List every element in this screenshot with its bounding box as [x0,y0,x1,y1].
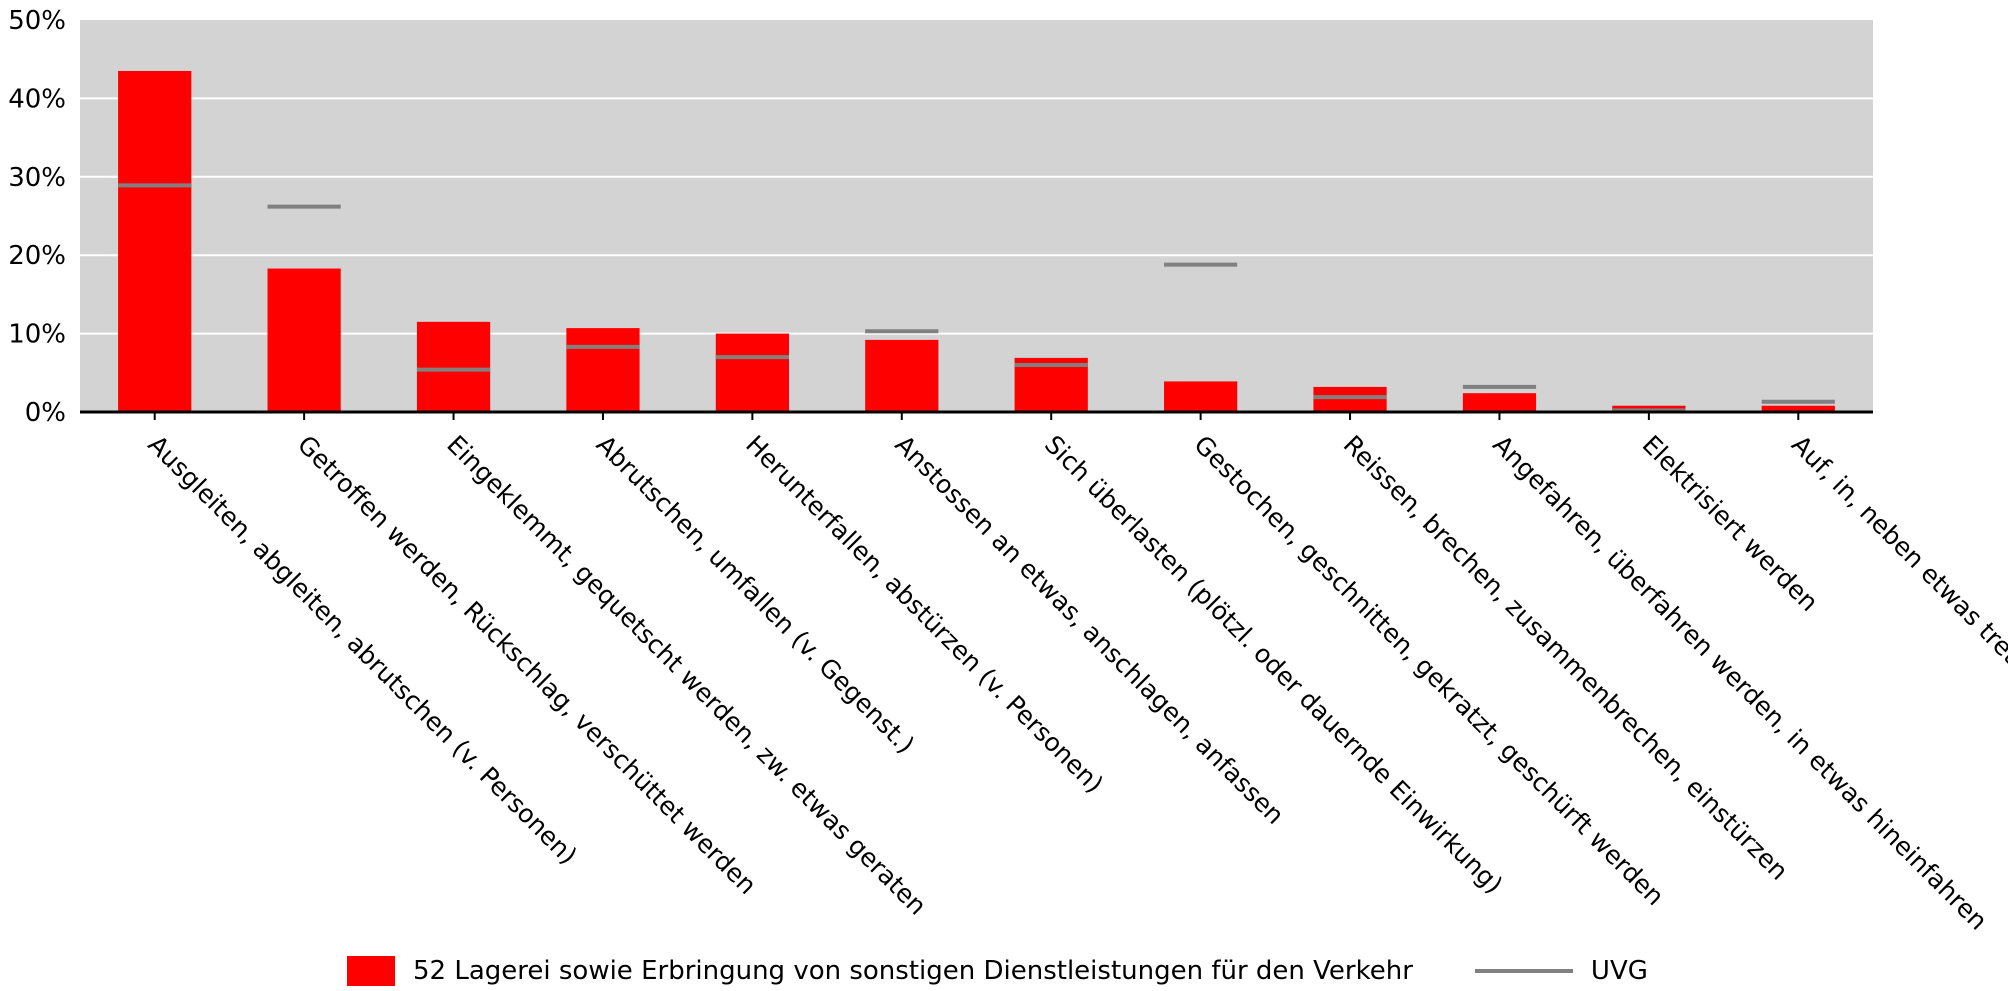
legend: 52 Lagerei sowie Erbringung von sonstige… [347,951,1648,991]
y-tick-label: 10% [8,320,66,350]
y-tick-label: 0% [25,398,66,428]
bar [1313,386,1387,412]
bar [715,333,789,412]
legend-swatch-bars [347,956,395,986]
legend-swatch-uvg [1474,969,1573,973]
x-tick-label: Angefahren, überfahren werden, in etwas … [1487,430,1993,936]
y-tick-label: 30% [8,163,66,193]
legend-label-bars: 52 Lagerei sowie Erbringung von sonstige… [413,956,1413,986]
bar [416,321,491,412]
x-tick-label: Eingeklemmt, gequetscht werden, zw. etwa… [441,430,932,921]
bar [118,70,192,413]
gridlines [80,97,1873,335]
x-tick-label: Auf, in, neben etwas treten [1786,430,2008,691]
y-tick-label: 40% [8,84,66,114]
y-axis-ticks: 0% 10% 20% 30% 40% 50% [8,6,66,428]
uvg-series [118,183,1835,413]
bar [1761,405,1835,412]
bar [566,328,640,412]
bar-series [118,70,1835,413]
bar [1164,381,1238,412]
bar [267,268,341,412]
bar [1462,393,1537,412]
plot-area [80,20,1873,412]
y-tick-label: 50% [8,6,66,36]
x-tick-label: Abrutschen, umfallen (v. Gegenst.) [591,430,920,759]
bar [865,339,939,412]
y-tick-label: 20% [8,241,66,271]
x-axis-ticks: Ausgleiten, abgleiten, abrutschen (v. Pe… [142,412,2008,936]
legend-label-uvg: UVG [1590,956,1648,986]
